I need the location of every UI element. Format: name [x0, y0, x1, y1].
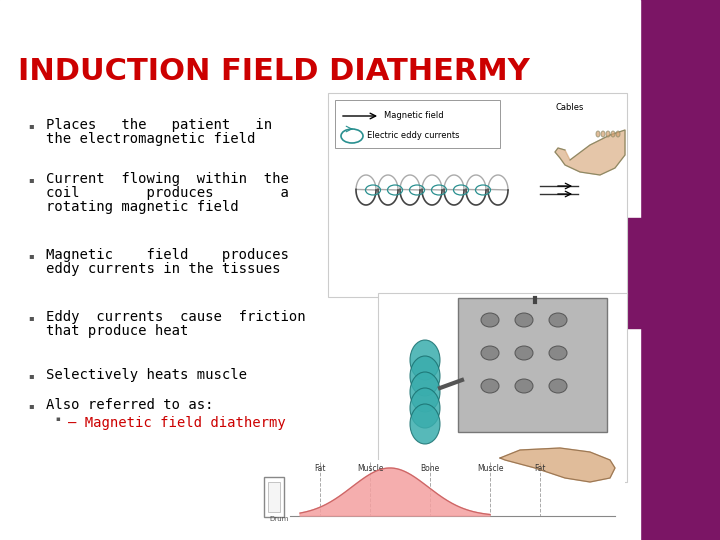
Ellipse shape: [410, 356, 440, 396]
Bar: [335, 100, 500, 148]
Text: ▪: ▪: [28, 313, 34, 322]
Ellipse shape: [481, 379, 499, 393]
Text: Muscle: Muscle: [477, 464, 503, 473]
Text: coil        produces        a: coil produces a: [46, 186, 289, 200]
Ellipse shape: [515, 379, 533, 393]
Bar: [245, 460, 625, 532]
Ellipse shape: [410, 404, 440, 444]
Text: Eddy  currents  cause  friction: Eddy currents cause friction: [46, 310, 305, 324]
Ellipse shape: [481, 346, 499, 360]
Text: that produce heat: that produce heat: [46, 324, 189, 338]
Text: Selectively heats muscle: Selectively heats muscle: [46, 368, 247, 382]
Ellipse shape: [410, 340, 440, 380]
Text: ▪: ▪: [28, 401, 34, 410]
Bar: [638, 0, 720, 540]
Text: Places   the   patient   in: Places the patient in: [46, 118, 272, 132]
Text: Fat: Fat: [534, 464, 546, 473]
FancyBboxPatch shape: [328, 93, 627, 297]
Polygon shape: [555, 130, 625, 175]
Bar: [268, 482, 280, 512]
Ellipse shape: [515, 346, 533, 360]
Ellipse shape: [611, 131, 615, 137]
Polygon shape: [300, 468, 490, 516]
Text: ▪: ▪: [28, 175, 34, 184]
Text: ▪: ▪: [28, 121, 34, 130]
Text: ▪: ▪: [28, 371, 34, 380]
Text: ▪: ▪: [55, 416, 60, 422]
Text: INDUCTION FIELD DIATHERMY: INDUCTION FIELD DIATHERMY: [18, 57, 530, 86]
Text: Electric eddy currents: Electric eddy currents: [367, 132, 459, 140]
Ellipse shape: [410, 372, 440, 412]
Text: – Magnetic field diathermy: – Magnetic field diathermy: [68, 416, 286, 430]
Ellipse shape: [515, 313, 533, 327]
Text: Bone: Bone: [420, 464, 440, 473]
FancyBboxPatch shape: [458, 298, 607, 432]
Text: Also referred to as:: Also referred to as:: [46, 398, 214, 412]
Text: Magnetic field: Magnetic field: [384, 111, 444, 120]
Text: Drum: Drum: [269, 516, 289, 522]
Text: Muscle: Muscle: [356, 464, 383, 473]
Ellipse shape: [410, 388, 440, 428]
Polygon shape: [500, 448, 615, 482]
Text: Current  flowing  within  the: Current flowing within the: [46, 172, 289, 186]
Text: ▪: ▪: [28, 251, 34, 260]
Bar: [0, 0, 640, 540]
Ellipse shape: [596, 131, 600, 137]
FancyBboxPatch shape: [264, 477, 284, 517]
Ellipse shape: [549, 313, 567, 327]
Text: rotating magnetic field: rotating magnetic field: [46, 200, 238, 214]
Ellipse shape: [616, 131, 620, 137]
FancyBboxPatch shape: [378, 293, 627, 482]
Ellipse shape: [549, 379, 567, 393]
Text: eddy currents in the tissues: eddy currents in the tissues: [46, 262, 281, 276]
Ellipse shape: [606, 131, 610, 137]
Bar: [620, 218, 648, 328]
Text: Fat: Fat: [314, 464, 325, 473]
Text: Cables: Cables: [555, 103, 583, 112]
Ellipse shape: [549, 346, 567, 360]
Text: Magnetic    field    produces: Magnetic field produces: [46, 248, 289, 262]
Ellipse shape: [481, 313, 499, 327]
Ellipse shape: [601, 131, 605, 137]
Text: the electromagnetic field: the electromagnetic field: [46, 132, 256, 146]
